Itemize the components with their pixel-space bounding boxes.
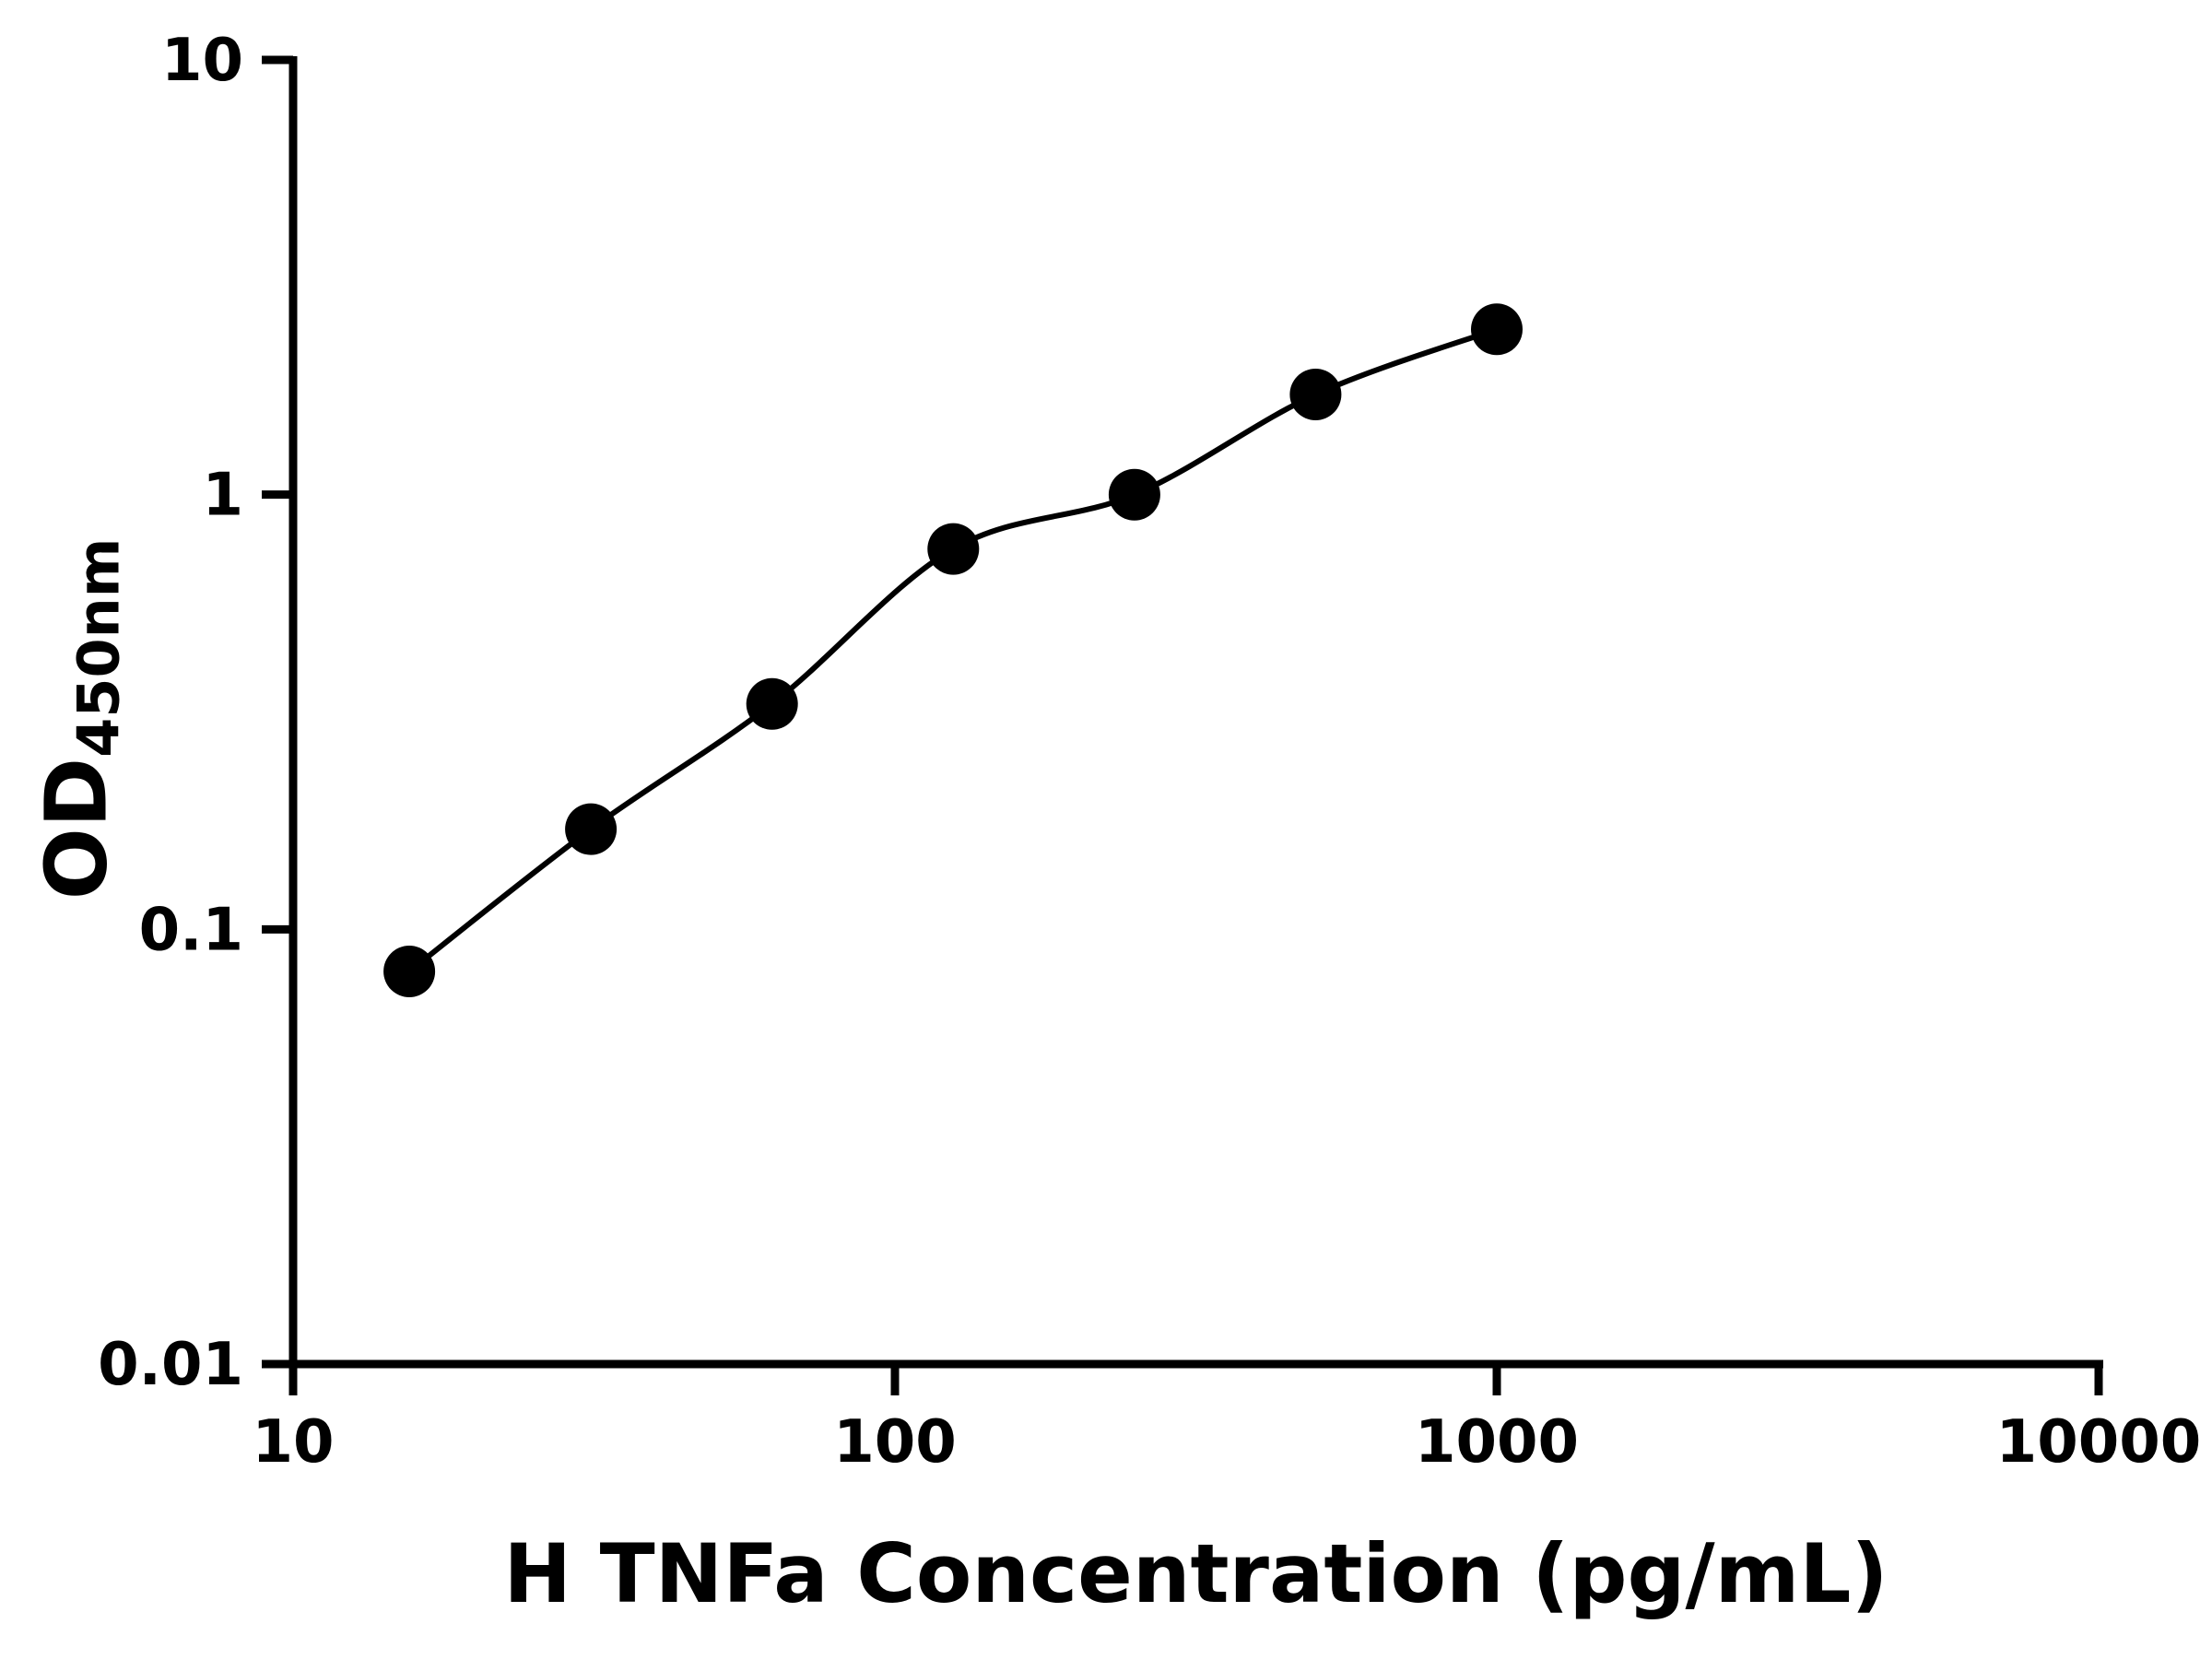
x-tick-label: 1000	[1415, 1408, 1579, 1477]
data-point	[927, 523, 980, 575]
data-point	[1471, 303, 1523, 356]
x-tick-label: 10000	[1996, 1408, 2202, 1477]
x-tick-label: 10	[252, 1408, 334, 1477]
y-tick-label: 0.01	[98, 1331, 243, 1399]
axes-lines	[288, 56, 2103, 1369]
fit-curve	[407, 326, 1499, 974]
y-axis-title-main: OD	[27, 757, 126, 900]
y-tick-label: 10	[161, 27, 243, 95]
y-axis-title-sub: 450nm	[65, 537, 133, 758]
x-tick-label: 100	[833, 1408, 957, 1477]
data-point	[565, 803, 618, 855]
data-point	[1108, 468, 1160, 521]
data-point	[746, 677, 798, 730]
x-axis-title: H TNFa Concentration (pg/mL)	[503, 1526, 1888, 1621]
data-point	[1289, 369, 1342, 420]
y-tick-label: 1	[202, 462, 243, 530]
y-axis-title: OD450nm	[28, 538, 133, 900]
y-tick-label: 0.1	[139, 896, 243, 964]
data-point	[383, 946, 436, 997]
